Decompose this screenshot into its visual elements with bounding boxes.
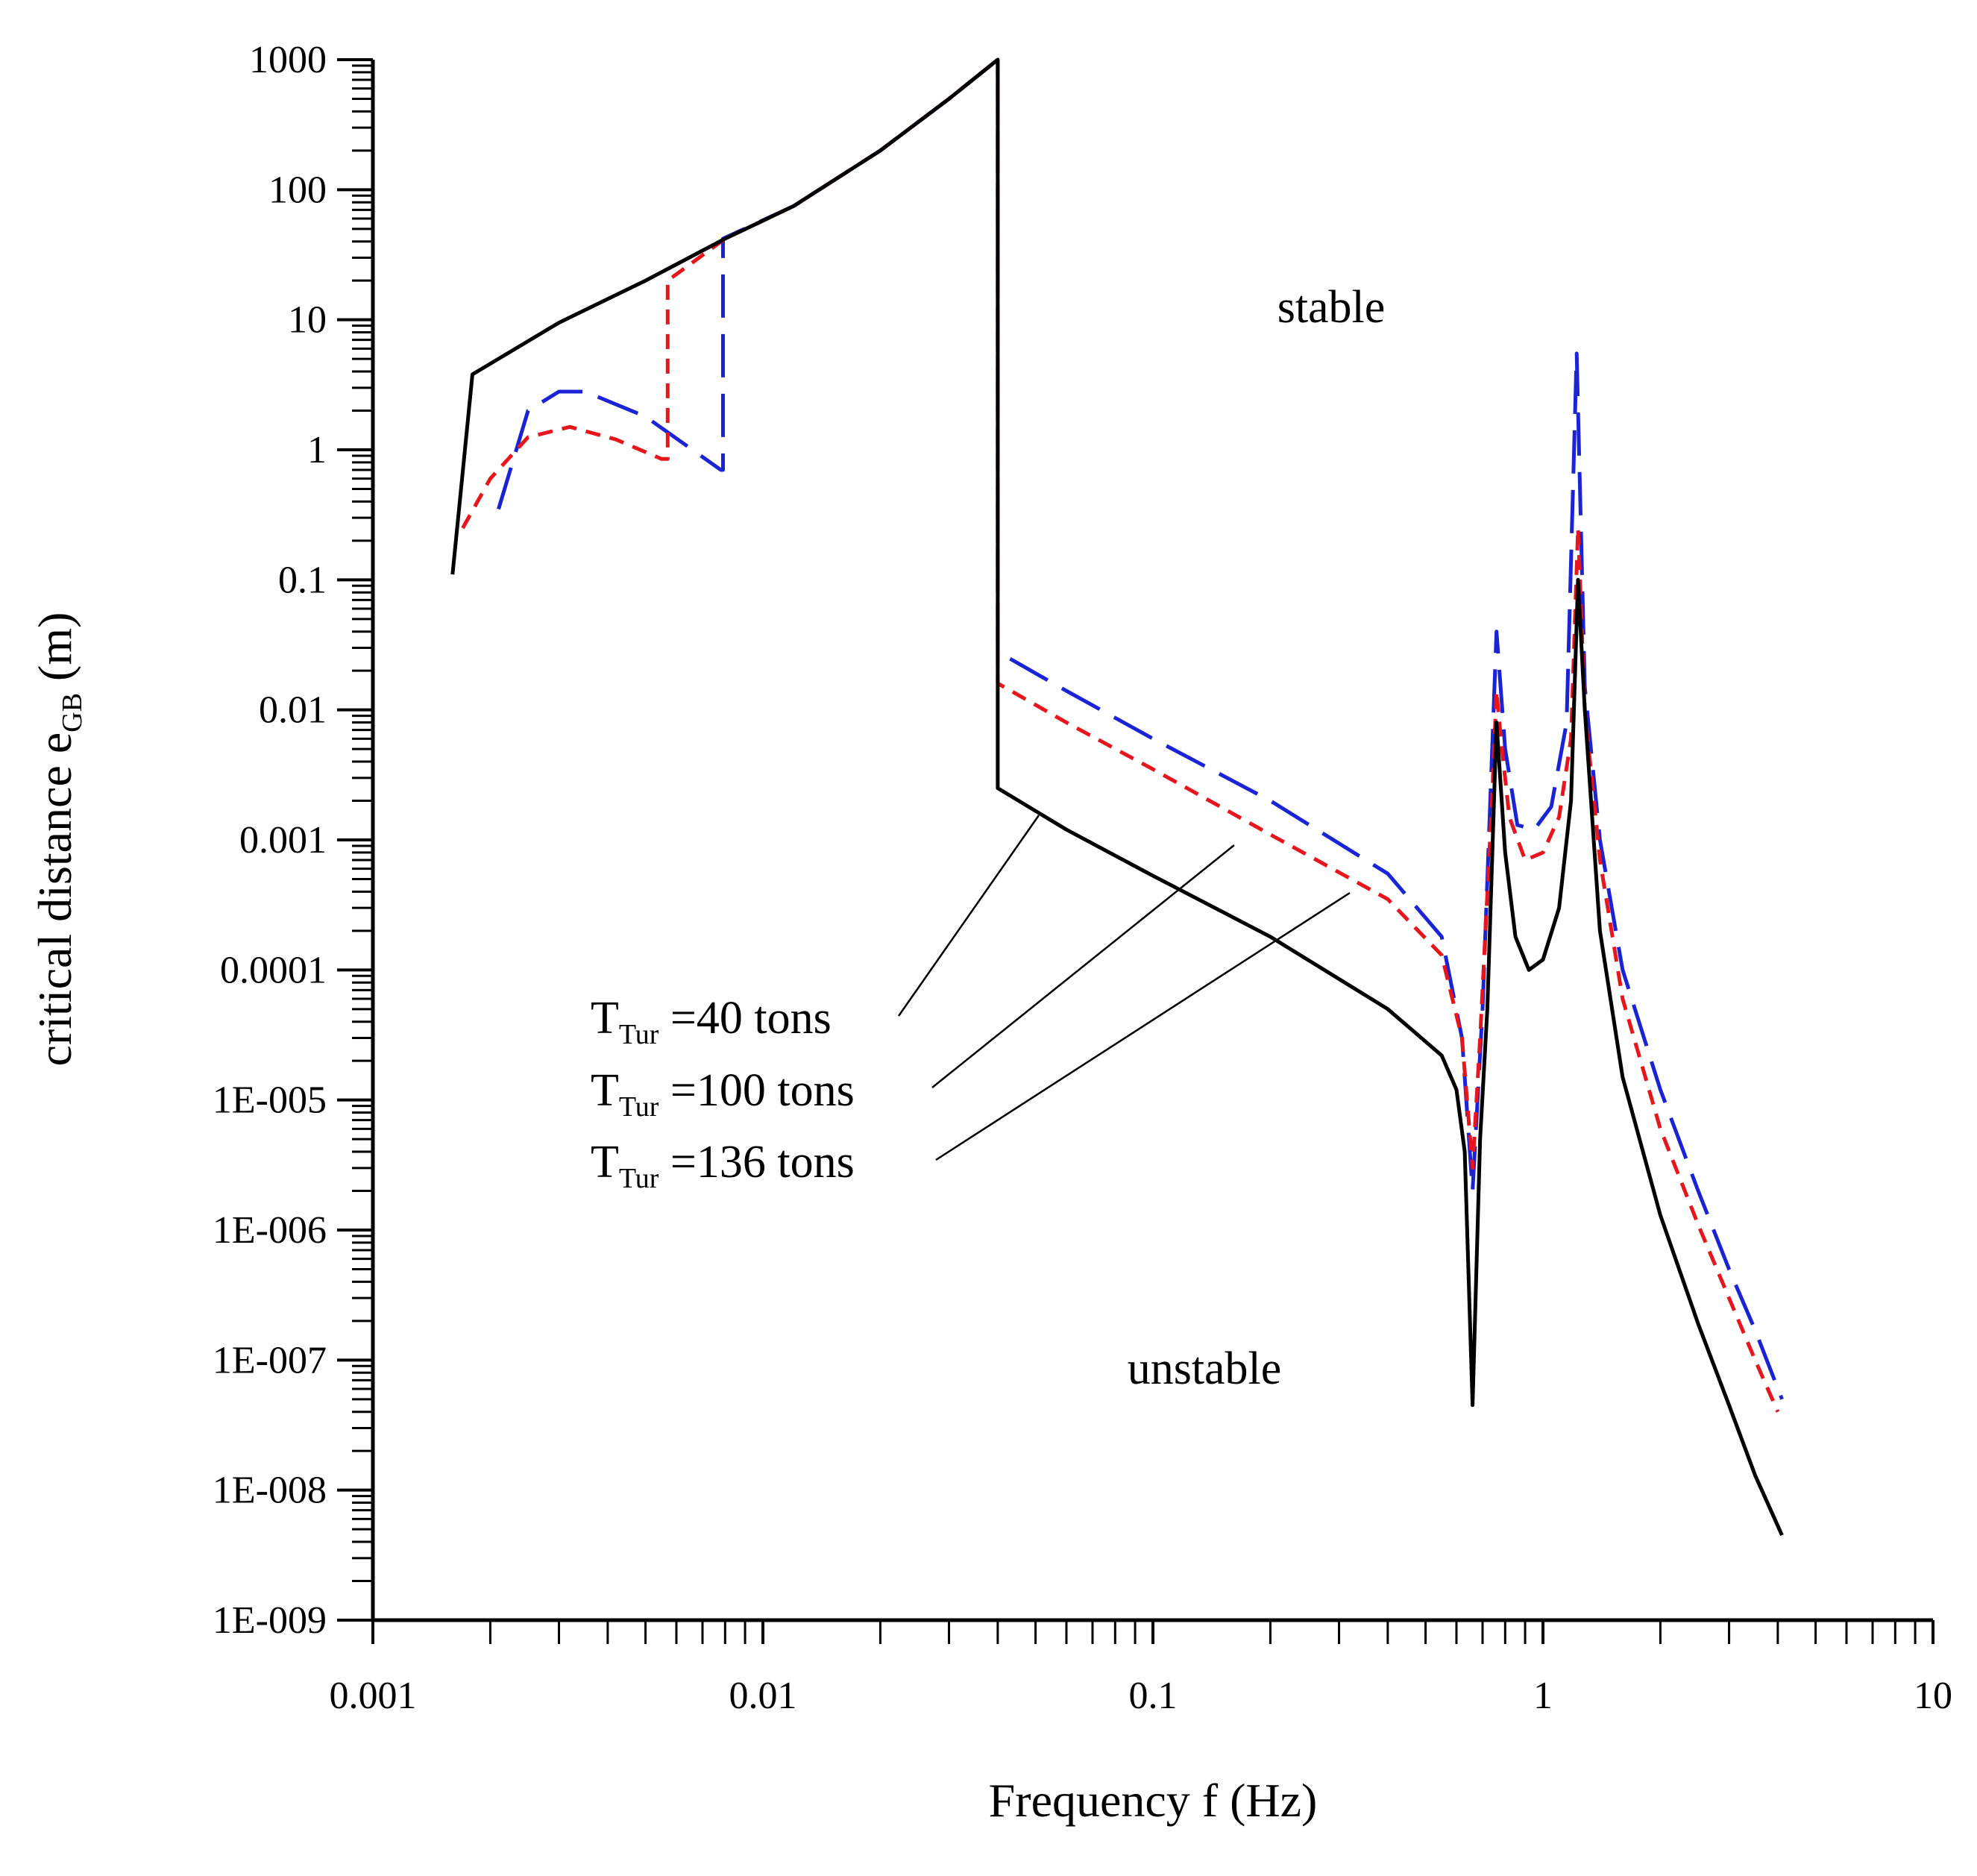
y-tick-label: 1E-006 [213, 1209, 327, 1252]
y-tick-label: 0.0001 [220, 949, 327, 991]
y-tick-label: 0.01 [259, 689, 327, 732]
x-tick-label: 1 [1533, 1675, 1553, 1717]
y-tick-label: 100 [268, 169, 327, 211]
y-tick-label: 1E-009 [213, 1599, 327, 1642]
y-axis-title-main: critical distance e [28, 732, 81, 1067]
series-line-3 [497, 57, 1784, 1400]
x-axis-title: Frequency f (Hz) [989, 1774, 1318, 1827]
y-tick-label: 1000 [249, 39, 327, 81]
region-label-unstable: unstable [1128, 1343, 1282, 1394]
leader-line-100 [931, 844, 1235, 1088]
x-tick-labels: 0.001 0.01 0.1 1 10 [330, 1675, 1953, 1717]
leader-line-136 [935, 891, 1351, 1161]
y-tick-label: 1E-007 [213, 1339, 327, 1381]
y-tick-label: 1 [307, 429, 327, 471]
y-tick-label: 0.1 [278, 559, 327, 601]
legend-label-100-rest: =100 tons [659, 1065, 854, 1116]
series-layer [450, 57, 1784, 1537]
legend-label-40: TTur =40 tons [591, 993, 832, 1050]
legend-label-100-main: T [591, 1065, 619, 1116]
legend-label-136-main: T [591, 1137, 619, 1188]
legend-label-100-sub: Tur [619, 1091, 659, 1123]
minor-ticks [352, 64, 1917, 1644]
legend-label-100: TTur =100 tons [591, 1065, 855, 1123]
series-line-2 [461, 57, 1780, 1413]
y-tick-label: 10 [288, 299, 327, 342]
y-axis-title: critical distance eGB (m) [28, 612, 88, 1067]
x-tick-label: 0.001 [330, 1675, 417, 1717]
region-label-stable: stable [1277, 282, 1386, 333]
legend-label-136-sub: Tur [619, 1163, 659, 1194]
y-axis-title-unit: (m) [28, 612, 81, 693]
legend-label-136: TTur =136 tons [591, 1137, 855, 1194]
series-line-1 [450, 57, 1784, 1537]
major-ticks [337, 58, 1934, 1644]
leader-line-40 [897, 815, 1040, 1017]
x-tick-label: 0.01 [729, 1675, 797, 1717]
legend-label-40-sub: Tur [619, 1019, 659, 1050]
legend-label-40-rest: =40 tons [659, 993, 831, 1044]
y-axis-title-sub: GB [57, 693, 88, 732]
y-tick-labels: 1E-009 1E-008 1E-007 1E-006 1E-005 0.0001 0.00… [213, 39, 327, 1642]
y-tick-label: 0.001 [239, 819, 327, 862]
legend-label-40-main: T [591, 993, 619, 1044]
y-tick-label: 1E-005 [213, 1079, 327, 1122]
x-tick-label: 0.1 [1129, 1675, 1178, 1717]
y-tick-label: 1E-008 [213, 1469, 327, 1512]
x-tick-label: 10 [1914, 1675, 1952, 1717]
legend-label-136-rest: =136 tons [659, 1137, 854, 1188]
